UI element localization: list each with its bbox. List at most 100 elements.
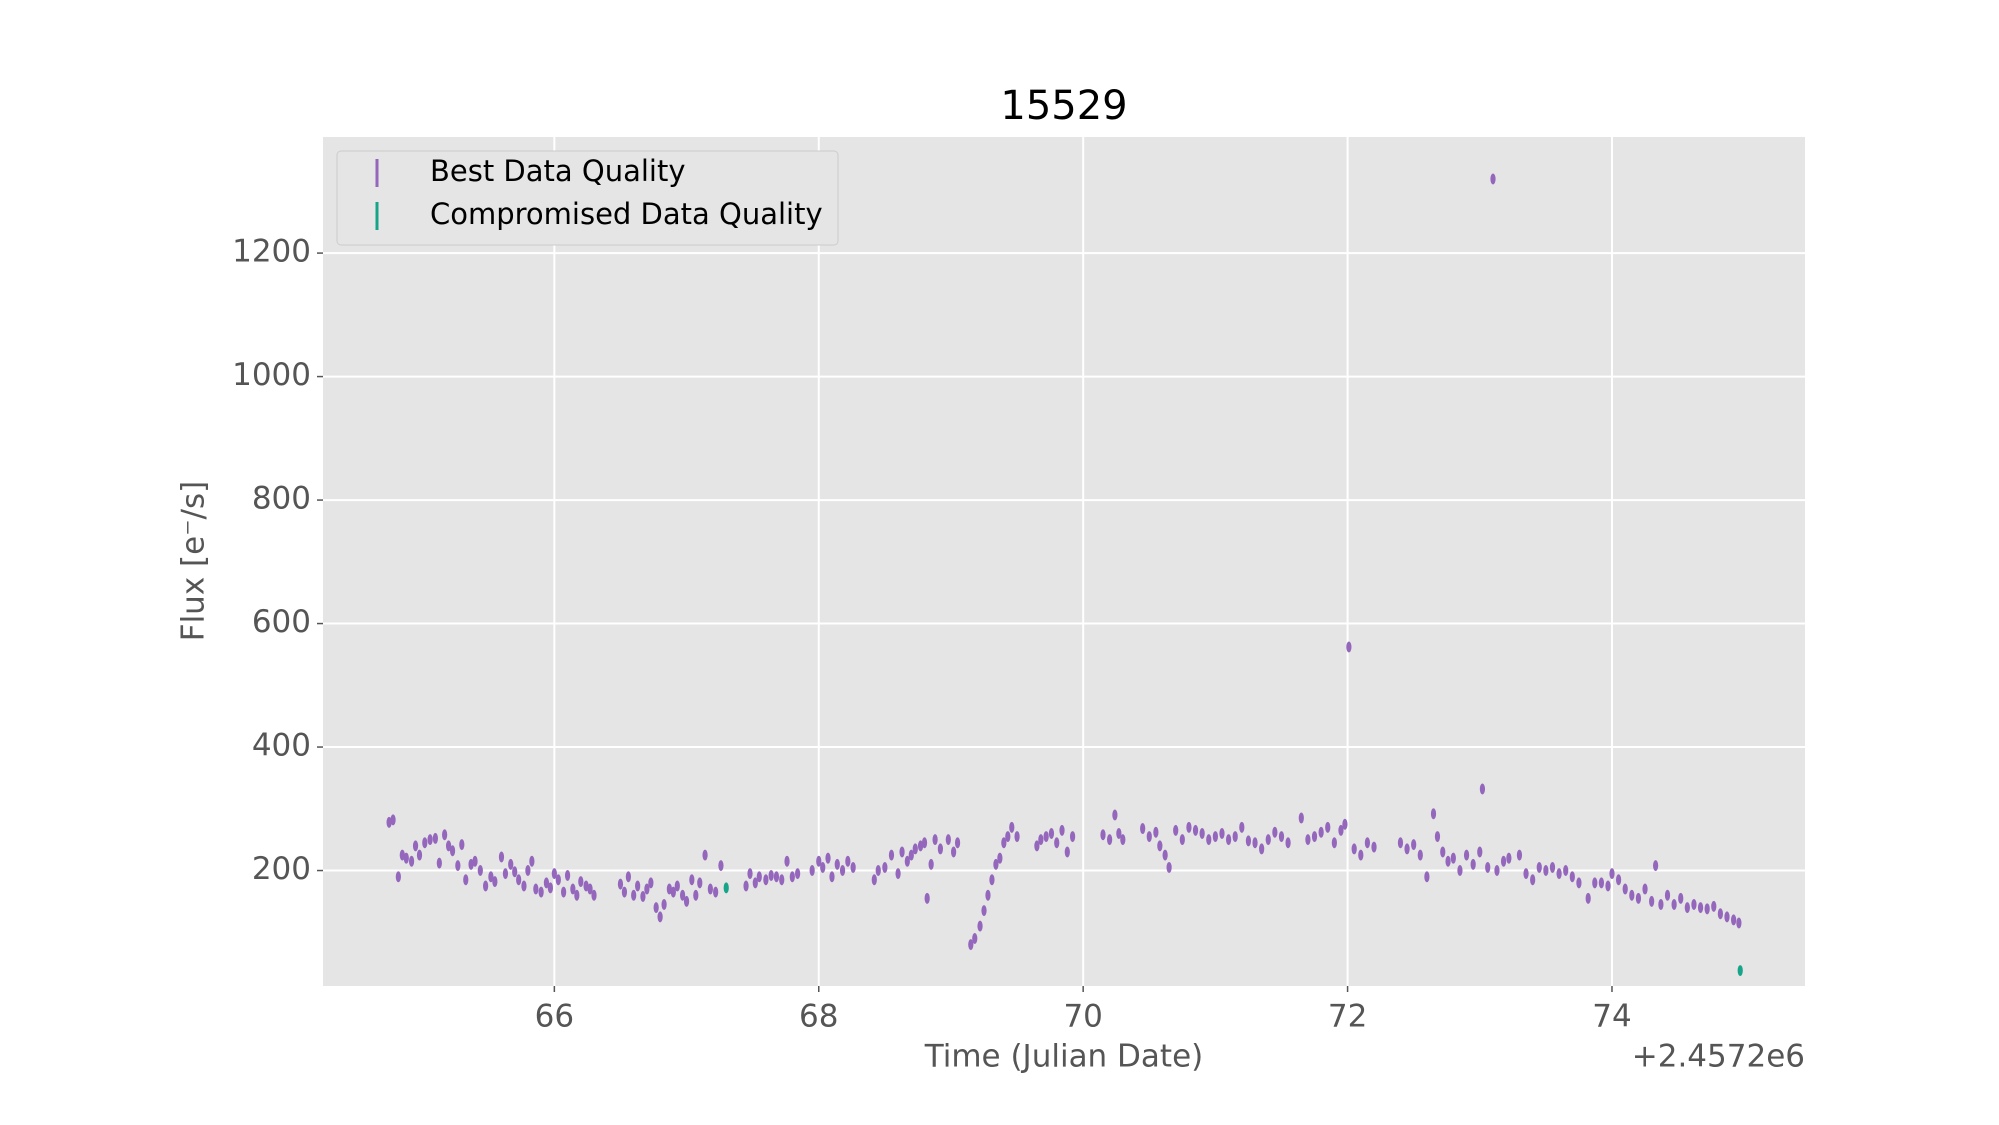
data-point — [763, 874, 769, 886]
data-point — [1479, 783, 1486, 795]
data-point — [1265, 834, 1271, 846]
data-point — [1192, 824, 1199, 836]
y-tick-label: 200 — [252, 851, 311, 887]
data-point — [1711, 900, 1717, 912]
y-axis-label: Flux [e⁻/s] — [176, 481, 212, 642]
data-point — [908, 849, 914, 861]
data-point — [1069, 831, 1076, 843]
data-point — [1048, 827, 1055, 839]
data-point — [693, 889, 699, 901]
data-point — [525, 865, 531, 877]
data-point — [555, 874, 561, 886]
data-point — [882, 861, 888, 873]
data-point — [502, 868, 509, 880]
data-point — [666, 883, 672, 895]
data-point — [1697, 902, 1704, 914]
chart-title: 15529 — [1000, 83, 1127, 129]
data-point — [743, 880, 749, 892]
x-tick-label: 72 — [1328, 999, 1367, 1035]
x-axis-label: Time (Julian Date) — [924, 1039, 1204, 1075]
data-point — [1338, 824, 1344, 836]
data-point — [1629, 889, 1635, 901]
data-point — [871, 874, 877, 886]
data-point — [625, 871, 631, 883]
data-point — [1179, 834, 1185, 846]
data-point — [1245, 835, 1252, 847]
legend-label: Best Data Quality — [430, 154, 686, 188]
data-point — [1298, 812, 1304, 824]
data-point — [928, 858, 934, 870]
data-point — [1671, 898, 1677, 910]
data-point — [718, 860, 724, 872]
data-point — [1664, 889, 1671, 901]
plot-area — [323, 137, 1805, 986]
data-point — [1523, 868, 1529, 880]
data-point — [820, 861, 826, 873]
y-tick-label: 600 — [252, 604, 311, 640]
data-point — [779, 874, 785, 886]
data-point — [1450, 852, 1456, 864]
y-tick-label: 1000 — [232, 357, 311, 393]
data-point — [512, 866, 518, 878]
data-point — [432, 832, 438, 844]
data-point — [386, 816, 392, 828]
data-point — [1186, 821, 1192, 833]
data-point — [784, 855, 790, 867]
data-point — [1563, 865, 1569, 877]
data-point — [1364, 837, 1371, 849]
data-point — [1318, 826, 1324, 838]
data-point — [723, 882, 729, 894]
data-point — [689, 874, 695, 886]
data-point — [591, 889, 597, 901]
data-point — [483, 880, 489, 892]
data-point — [977, 920, 983, 932]
data-point — [945, 834, 951, 846]
data-point — [1485, 861, 1491, 873]
data-point — [768, 869, 774, 881]
data-point — [1736, 917, 1742, 929]
x-tick-label: 70 — [1063, 999, 1102, 1035]
data-point — [521, 880, 527, 892]
data-point — [1649, 895, 1655, 907]
data-point — [449, 845, 456, 857]
data-point — [968, 939, 974, 951]
data-point — [644, 883, 650, 895]
data-point — [937, 843, 943, 855]
data-point — [1166, 861, 1172, 873]
data-point — [1609, 868, 1615, 880]
data-point — [1212, 831, 1218, 843]
data-point — [1112, 809, 1118, 821]
data-point — [773, 871, 780, 883]
data-point — [1430, 808, 1437, 820]
data-point — [1536, 861, 1542, 873]
data-point — [1038, 834, 1044, 846]
data-point — [679, 889, 686, 901]
data-point — [1005, 831, 1011, 843]
data-point — [683, 895, 690, 907]
data-point — [1140, 823, 1146, 835]
data-point — [1404, 843, 1410, 855]
data-point — [1009, 821, 1015, 833]
data-point — [416, 849, 423, 861]
data-point — [670, 886, 676, 898]
data-point — [924, 892, 930, 904]
data-point — [1724, 911, 1730, 923]
data-point — [1342, 818, 1348, 830]
data-point — [1717, 908, 1723, 920]
data-point — [1434, 831, 1441, 843]
data-point — [904, 855, 910, 867]
x-tick-label: 66 — [535, 999, 574, 1035]
data-point — [747, 868, 753, 880]
legend-label: Compromised Data Quality — [430, 197, 823, 231]
data-point — [1278, 831, 1285, 843]
data-point — [1346, 641, 1352, 653]
legend — [336, 150, 839, 246]
data-point — [1371, 841, 1377, 853]
data-point — [850, 861, 856, 873]
data-point — [1457, 865, 1463, 877]
data-point — [640, 890, 646, 902]
data-point — [834, 858, 840, 870]
data-point — [756, 871, 762, 883]
data-point — [1737, 965, 1743, 977]
